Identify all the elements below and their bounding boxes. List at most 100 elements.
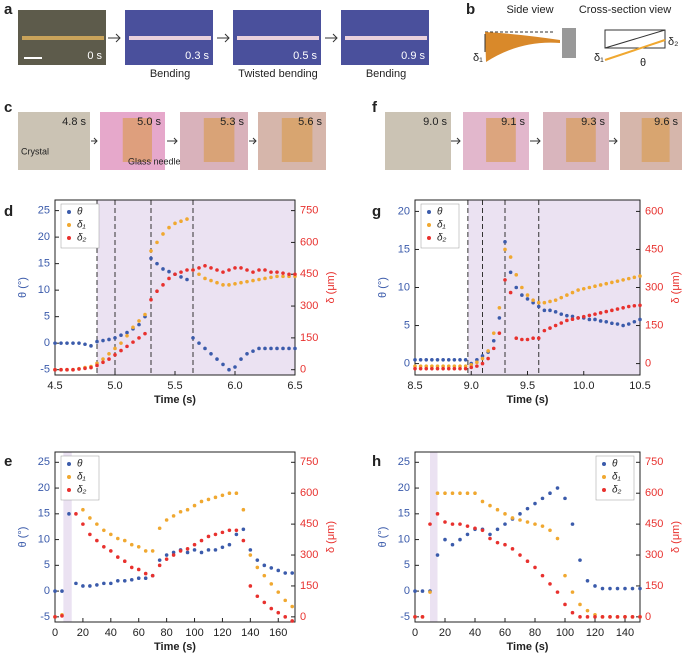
data-point — [542, 308, 547, 313]
y2-axis-label: δ (μm) — [670, 271, 682, 303]
data-point — [548, 326, 552, 330]
data-point — [428, 522, 432, 526]
data-point — [290, 571, 295, 575]
data-point — [171, 514, 176, 518]
data-point — [497, 331, 502, 335]
data-point — [255, 558, 260, 562]
data-point — [540, 573, 545, 578]
data-point — [475, 364, 479, 368]
data-point — [269, 275, 273, 280]
data-point — [623, 586, 627, 591]
caption: Bending — [366, 68, 406, 80]
data-point — [608, 586, 612, 591]
data-point — [88, 532, 92, 537]
data-point — [430, 364, 434, 368]
photo-time: 9.3 s — [581, 116, 605, 128]
data-point — [71, 341, 75, 345]
data-point — [220, 545, 225, 550]
data-point — [122, 578, 127, 583]
data-point — [435, 364, 440, 368]
data-point — [623, 615, 627, 619]
x-tick-label: 10.0 — [573, 380, 594, 392]
data-point — [113, 353, 117, 357]
data-point — [149, 256, 153, 261]
data-point — [525, 559, 530, 564]
data-point — [441, 366, 445, 371]
panel-letter: e — [4, 453, 12, 470]
data-point — [458, 491, 462, 496]
legend-marker — [67, 475, 71, 479]
data-point — [525, 506, 530, 511]
data-point — [122, 559, 127, 564]
data-point — [185, 550, 190, 555]
panel-letter: f — [372, 99, 378, 116]
legend-label: θ — [77, 459, 83, 470]
data-point — [565, 318, 569, 323]
data-point — [420, 589, 425, 593]
data-point — [137, 336, 141, 340]
data-point — [95, 339, 99, 344]
legend-marker — [67, 210, 71, 214]
crystal-strip — [22, 36, 104, 40]
data-point — [593, 317, 597, 322]
photo-time: 0 s — [87, 50, 102, 62]
legend-label: θ — [437, 207, 443, 218]
data-point — [178, 509, 183, 514]
data-point — [157, 526, 162, 531]
data-point — [525, 297, 530, 301]
data-point — [555, 536, 560, 541]
data-point — [115, 555, 120, 559]
data-point — [503, 247, 507, 252]
data-point — [213, 532, 218, 537]
x-tick-label: 20 — [439, 627, 451, 639]
x-tick-label: 120 — [586, 627, 604, 639]
data-point — [531, 298, 535, 302]
data-point — [185, 547, 190, 551]
legend-marker — [602, 462, 606, 466]
data-point — [115, 578, 120, 583]
data-point — [536, 304, 541, 309]
x-tick-label: 0 — [52, 627, 58, 639]
data-point — [257, 268, 261, 272]
data-point — [137, 319, 141, 323]
data-point — [428, 590, 432, 594]
data-point — [418, 366, 423, 371]
data-point — [131, 325, 135, 330]
data-point — [136, 567, 141, 572]
data-point — [263, 346, 267, 351]
data-point — [53, 589, 57, 593]
data-point — [102, 581, 106, 586]
data-point — [173, 272, 177, 277]
photo-time: 9.6 s — [654, 116, 678, 128]
data-point — [77, 341, 81, 345]
data-point — [197, 341, 201, 345]
data-point — [536, 336, 541, 341]
data-point — [503, 278, 507, 282]
data-point — [615, 279, 620, 283]
data-point — [197, 266, 201, 270]
data-point — [458, 537, 462, 542]
data-point — [435, 512, 440, 516]
data-point — [206, 534, 211, 539]
legend-marker — [67, 223, 71, 227]
data-point — [275, 270, 279, 274]
data-point — [553, 323, 558, 328]
y-tick-label: 5 — [404, 319, 410, 331]
data-point — [287, 346, 291, 351]
data-point — [443, 537, 447, 542]
x-tick-label: 0 — [412, 627, 418, 639]
x-axis-label: Time (s) — [507, 641, 549, 653]
data-point — [615, 615, 620, 619]
data-point — [262, 573, 267, 578]
shade — [467, 200, 640, 375]
arrows — [91, 33, 618, 145]
data-point — [290, 604, 295, 609]
data-point — [95, 538, 99, 543]
data-point — [95, 522, 99, 526]
y-tick-label: 0 — [44, 337, 50, 349]
x-tick-label: 6.0 — [227, 380, 242, 392]
y2-tick-label: 300 — [645, 281, 663, 293]
y2-tick-label: 300 — [300, 300, 318, 312]
data-point — [441, 357, 445, 362]
y-tick-label: 5 — [44, 559, 50, 571]
